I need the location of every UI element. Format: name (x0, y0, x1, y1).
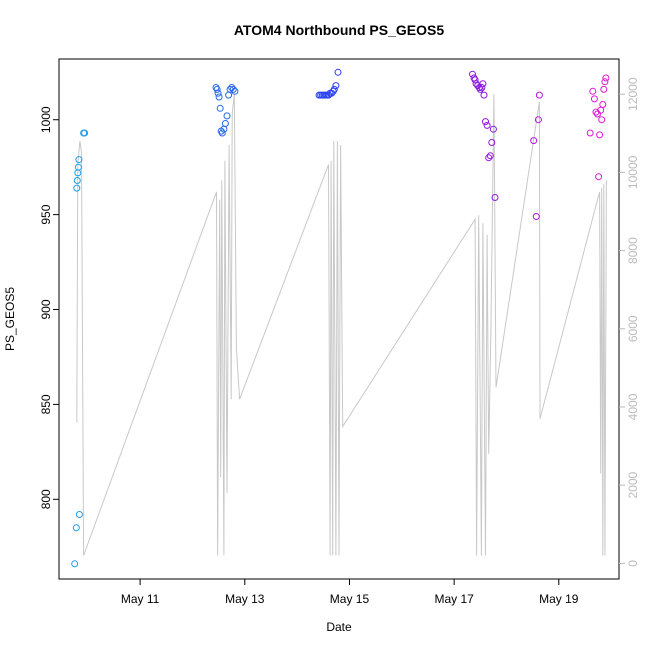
data-point (73, 177, 81, 184)
y-tick-label: 850 (39, 394, 53, 414)
data-point (599, 101, 607, 108)
data-point (532, 213, 540, 220)
x-tick-label: May 17 (434, 592, 474, 606)
y2-tick-label: 0 (626, 560, 640, 567)
data-point (81, 129, 89, 137)
y-axis-label: PS_GEOS5 (3, 287, 17, 351)
data-point (72, 524, 80, 532)
data-point (71, 560, 79, 568)
data-point (590, 95, 598, 103)
y-tick-label: 950 (39, 204, 53, 224)
plot-frame (58, 58, 620, 580)
y2-tick-label: 8000 (626, 237, 640, 264)
y-tick-label: 1000 (39, 106, 53, 133)
data-point (476, 85, 484, 93)
chart-title: ATOM4 Northbound PS_GEOS5 (234, 22, 444, 38)
data-point (534, 116, 542, 124)
y2-tick-label: 4000 (626, 393, 640, 420)
data-point (221, 120, 229, 127)
data-point (228, 84, 236, 91)
x-axis: May 11 May 13 May 15 May 17 May 19 (121, 579, 579, 606)
data-point (600, 85, 608, 93)
data-point (595, 173, 603, 181)
secondary-series-line (76, 94, 607, 556)
data-point (213, 85, 221, 93)
y2-tick-label: 6000 (626, 315, 640, 342)
data-point (592, 108, 600, 116)
data-point (594, 110, 601, 118)
data-point (218, 129, 226, 137)
data-point (231, 87, 239, 95)
data-point (214, 89, 222, 97)
data-point (601, 78, 609, 86)
points-layer (71, 68, 610, 568)
data-point (480, 91, 488, 99)
data-point (589, 87, 597, 95)
data-point (226, 85, 234, 93)
data-point (223, 112, 231, 120)
data-point (485, 154, 493, 162)
x-axis-label: Date (326, 620, 352, 634)
secondary-series-layer (76, 94, 607, 556)
x-tick-label: May 11 (121, 592, 160, 606)
data-point (229, 85, 237, 93)
x-tick-label: May 15 (330, 592, 370, 606)
secondary-y-axis: 0 2000 4000 6000 8000 10000 12000 (619, 77, 640, 567)
data-point (488, 139, 496, 146)
x-tick-label: May 13 (225, 592, 265, 606)
data-point (491, 194, 499, 201)
data-point (486, 152, 494, 160)
y2-tick-label: 2000 (626, 471, 640, 498)
data-point (479, 80, 487, 88)
data-point (215, 93, 223, 101)
data-point (330, 85, 338, 93)
data-point (489, 125, 497, 133)
data-point (73, 184, 81, 192)
data-point (469, 70, 476, 78)
data-point (332, 82, 340, 90)
y-axis: 800 850 900 950 1000 (39, 106, 59, 509)
y-tick-label: 900 (39, 299, 53, 319)
data-point (216, 104, 224, 112)
x-tick-label: May 19 (539, 592, 579, 606)
data-point (478, 84, 486, 91)
data-point (596, 131, 604, 139)
data-point (472, 80, 480, 88)
data-point (530, 137, 538, 145)
data-point (75, 511, 83, 518)
y2-tick-label: 12000 (626, 77, 640, 111)
data-point (586, 129, 594, 137)
data-point (74, 163, 82, 171)
y-tick-label: 800 (39, 489, 53, 509)
data-point (483, 121, 491, 129)
data-point (535, 91, 543, 99)
data-point (225, 91, 233, 99)
data-point (482, 118, 489, 126)
data-point (334, 68, 342, 76)
data-point (602, 74, 610, 82)
y2-tick-label: 10000 (626, 155, 640, 189)
data-point (471, 76, 479, 84)
data-point (75, 156, 83, 164)
data-point (598, 116, 606, 124)
